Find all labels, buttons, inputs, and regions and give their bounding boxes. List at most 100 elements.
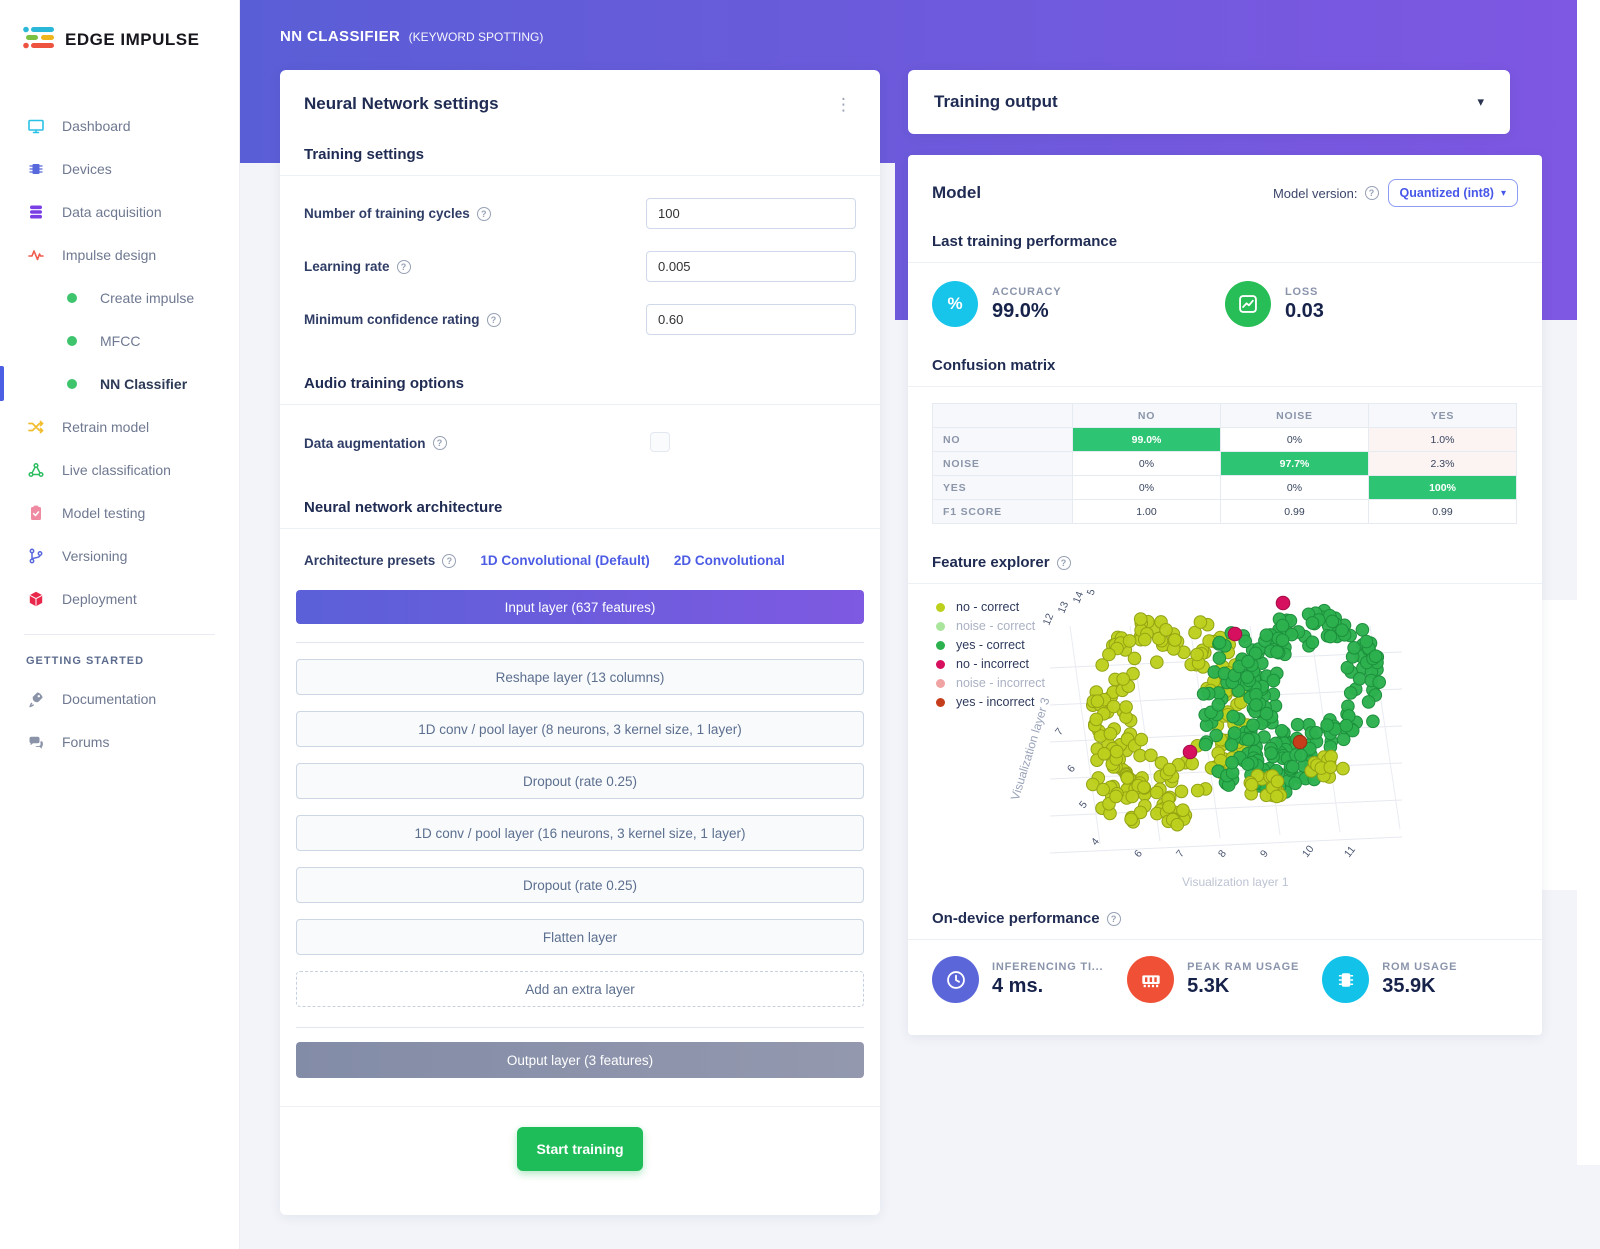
svg-text:Visualization layer 1: Visualization layer 1 [1182, 875, 1289, 888]
sidebar-item-mfcc[interactable]: MFCC [0, 319, 239, 362]
add-extra-layer-button[interactable]: Add an extra layer [296, 971, 864, 1007]
legend-item[interactable]: noise - correct [936, 619, 1045, 633]
conv-layer-1-button[interactable]: 1D conv / pool layer (8 neurons, 3 kerne… [296, 711, 864, 747]
sidebar-item-impulse-design[interactable]: Impulse design [0, 233, 239, 276]
legend-dot-icon [936, 697, 945, 707]
table-row: YES 0% 0% 100% [932, 475, 1517, 500]
min-confidence-input[interactable] [646, 304, 856, 335]
help-icon[interactable] [432, 436, 447, 450]
performance-row: % ACCURACY 99.0% LOSS 0.03 [932, 281, 1518, 327]
help-icon[interactable] [1106, 911, 1121, 926]
table-row: NO 99.0% 0% 1.0% [932, 427, 1517, 452]
preset-2d-convolutional-link[interactable]: 2D Convolutional [673, 553, 785, 568]
sidebar-item-forums[interactable]: Forums [0, 720, 239, 763]
legend-item[interactable]: no - correct [936, 600, 1045, 614]
svg-text:12: 12 [1041, 612, 1057, 627]
training-output-bar[interactable]: Training output ▾ [908, 70, 1510, 134]
training-cycles-input[interactable] [646, 198, 856, 229]
loss-value: 0.03 [1285, 299, 1324, 322]
edge-impulse-logo[interactable]: EDGE IMPULSE [22, 24, 199, 56]
loss-stat: LOSS 0.03 [1225, 281, 1518, 327]
sidebar-item-data-acquisition[interactable]: Data acquisition [0, 190, 239, 233]
feature-explorer-plot[interactable]: no - correct noise - correct yes - corre… [932, 590, 1518, 888]
sidebar-item-model-testing[interactable]: Model testing [0, 491, 239, 534]
rom-usage-stat: ROM USAGE 35.9K [1322, 956, 1517, 1003]
training-settings-heading: Training settings [304, 146, 425, 163]
reshape-layer-button[interactable]: Reshape layer (13 columns) [296, 659, 864, 695]
svg-text:8: 8 [1216, 848, 1229, 860]
background-strip [1542, 600, 1600, 890]
waveform-icon [26, 246, 46, 264]
legend-item[interactable]: noise - incorrect [936, 676, 1045, 690]
sidebar-item-documentation[interactable]: Documentation [0, 677, 239, 720]
data-augmentation-checkbox[interactable] [650, 432, 670, 452]
ram-icon [1127, 956, 1175, 1003]
on-device-performance-heading: On-device performance [932, 910, 1518, 927]
background-strip [1577, 0, 1600, 1165]
neural-network-settings-panel: Neural Network settings ⋮ Training setti… [280, 70, 880, 1215]
output-layer-button[interactable]: Output layer (3 features) [296, 1042, 864, 1078]
input-layer-button[interactable]: Input layer (637 features) [296, 590, 864, 624]
clock-icon [932, 956, 979, 1003]
architecture-presets-label: Architecture presets [304, 553, 457, 568]
learning-rate-input[interactable] [646, 251, 856, 282]
flatten-layer-button[interactable]: Flatten layer [296, 919, 864, 955]
green-dot-icon [62, 292, 82, 303]
legend-dot-icon [936, 602, 945, 612]
sidebar-item-deployment[interactable]: Deployment [0, 577, 239, 620]
legend-item[interactable]: yes - correct [936, 638, 1045, 652]
help-icon[interactable] [1364, 186, 1379, 200]
field-row: Minimum confidence rating [304, 304, 856, 335]
sidebar-item-create-impulse[interactable]: Create impulse [0, 276, 239, 319]
training-output-title: Training output [934, 92, 1058, 111]
dropout-layer-2-button[interactable]: Dropout (rate 0.25) [296, 867, 864, 903]
divider [908, 583, 1542, 584]
legend-dot-icon [936, 678, 945, 688]
legend-dot-icon [936, 640, 945, 650]
field-row: Number of training cycles [304, 198, 856, 229]
divider [280, 1106, 880, 1107]
dropout-layer-1-button[interactable]: Dropout (rate 0.25) [296, 763, 864, 799]
sidebar-item-versioning[interactable]: Versioning [0, 534, 239, 577]
chevron-down-icon[interactable]: ▾ [1477, 94, 1484, 109]
sidebar-item-nn-classifier[interactable]: NN Classifier [0, 362, 239, 405]
model-version-label: Model version: [1273, 186, 1379, 201]
legend-item[interactable]: no - incorrect [936, 657, 1045, 671]
sidebar-item-devices[interactable]: Devices [0, 147, 239, 190]
svg-text:13: 13 [1056, 600, 1072, 615]
help-icon[interactable] [476, 206, 491, 221]
learning-rate-label: Learning rate [304, 259, 411, 274]
brand-name: EDGE IMPULSE [65, 30, 200, 49]
svg-text:6: 6 [1065, 763, 1078, 775]
database-icon [26, 203, 46, 221]
conv-layer-2-button[interactable]: 1D conv / pool layer (16 neurons, 3 kern… [296, 815, 864, 851]
help-icon[interactable] [396, 259, 411, 274]
divider [908, 939, 1542, 940]
loss-chart-icon [1225, 281, 1271, 327]
legend-item[interactable]: yes - incorrect [936, 695, 1045, 709]
plot-legend: no - correct noise - correct yes - corre… [936, 600, 1045, 714]
accuracy-stat: % ACCURACY 99.0% [932, 281, 1225, 327]
monitor-icon [26, 117, 46, 135]
kebab-menu-icon[interactable]: ⋮ [835, 94, 852, 114]
divider [280, 528, 880, 529]
sidebar-item-live-classification[interactable]: Live classification [0, 448, 239, 491]
table-row: F1 SCORE 1.00 0.99 0.99 [932, 499, 1517, 524]
svg-text:7: 7 [1053, 726, 1066, 738]
data-augmentation-row: Data augmentation [304, 431, 856, 455]
help-icon[interactable] [442, 553, 457, 568]
start-training-button[interactable]: Start training [517, 1127, 643, 1171]
help-icon[interactable] [1056, 555, 1071, 570]
divider [280, 175, 880, 176]
nodes-icon [26, 461, 46, 479]
help-icon[interactable] [486, 312, 501, 327]
divider [280, 404, 880, 405]
model-version-dropdown[interactable]: Quantized (int8) ▾ [1387, 179, 1518, 207]
architecture-presets-row: Architecture presets 1D Convolutional (D… [304, 553, 856, 568]
preset-1d-convolutional-link[interactable]: 1D Convolutional (Default) [480, 553, 650, 568]
sidebar-item-retrain-model[interactable]: Retrain model [0, 405, 239, 448]
divider [908, 262, 1542, 263]
page-title-sub: (KEYWORD SPOTTING) [408, 30, 544, 44]
sidebar-item-dashboard[interactable]: Dashboard [0, 104, 239, 147]
